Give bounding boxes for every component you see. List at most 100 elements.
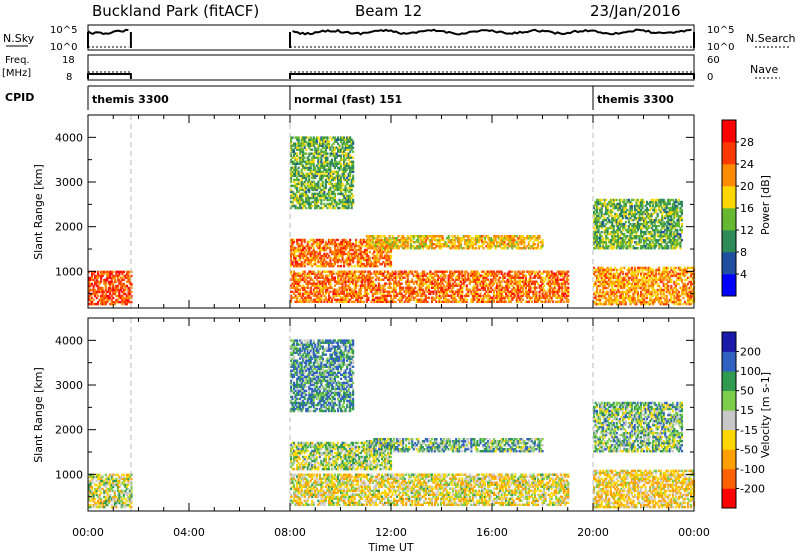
echo-cell: [485, 296, 488, 300]
echo-cell: [122, 290, 125, 294]
echo-cell: [308, 240, 311, 244]
echo-cell: [383, 235, 387, 238]
echo-cell: [532, 282, 535, 285]
echo-cell: [337, 282, 340, 285]
echo-cell: [311, 152, 314, 155]
echo-cell: [427, 239, 431, 242]
echo-cell: [455, 245, 458, 248]
echo-cell: [333, 146, 337, 149]
echo-cell: [406, 300, 409, 304]
echo-cell: [303, 176, 306, 180]
echo-cell: [309, 152, 312, 155]
echo-cell: [332, 192, 335, 196]
echo-cell: [646, 268, 649, 272]
echo-cell: [503, 280, 506, 283]
echo-cell: [506, 247, 509, 250]
echo-cell: [315, 164, 318, 168]
echo-cell: [640, 302, 643, 306]
echo-cell: [505, 294, 508, 298]
echo-cell: [327, 254, 331, 258]
echo-cell: [650, 294, 653, 298]
echo-cell: [320, 296, 323, 300]
echo-cell: [402, 247, 405, 250]
echo-cell: [89, 276, 92, 280]
echo-cell: [608, 282, 611, 286]
echo-cell: [379, 292, 382, 296]
echo-cell: [435, 286, 438, 290]
echo-cell: [621, 276, 624, 280]
echo-cell: [423, 270, 426, 273]
echo-cell: [89, 302, 92, 306]
echo-cell: [109, 296, 112, 300]
echo-cell: [321, 166, 324, 170]
echo-cell: [314, 198, 317, 202]
echo-cell: [488, 296, 491, 300]
echo-cell: [385, 247, 388, 250]
echo-cell: [335, 146, 338, 149]
echo-cell: [500, 284, 503, 287]
echo-cell: [524, 292, 527, 296]
echo-cell: [541, 241, 544, 244]
echo-cell: [470, 300, 473, 304]
echo-cell: [426, 286, 429, 290]
echo-cell: [326, 246, 329, 250]
echo-cell: [294, 162, 297, 166]
echo-cell: [455, 290, 458, 294]
echo-cell: [330, 276, 334, 279]
echo-cell: [327, 190, 331, 194]
echo-cell: [406, 276, 409, 279]
echo-cell: [344, 204, 347, 208]
echo-cell: [355, 276, 358, 279]
echo-cell: [629, 276, 632, 280]
echo-cell: [97, 302, 100, 306]
echo-cell: [347, 140, 350, 143]
echo-cell: [638, 266, 641, 270]
echo-cell: [564, 272, 567, 275]
echo-cell: [302, 198, 305, 202]
echo-cell: [540, 272, 543, 275]
echo-cell: [482, 286, 485, 290]
echo-cell: [405, 292, 408, 296]
echo-cell: [355, 252, 358, 256]
echo-cell: [429, 239, 432, 242]
echo-cell: [300, 238, 303, 242]
echo-cell: [503, 241, 506, 244]
echo-cell: [344, 146, 347, 149]
echo-cell: [333, 160, 337, 164]
echo-cell: [458, 274, 461, 277]
echo-cell: [509, 290, 512, 294]
echo-cell: [326, 288, 329, 292]
echo-cell: [488, 282, 491, 285]
echo-cell: [441, 300, 444, 304]
echo-cell: [122, 278, 125, 282]
echo-cell: [320, 138, 323, 141]
echo-cell: [494, 280, 497, 283]
echo-cell: [358, 276, 361, 279]
echo-cell: [299, 188, 302, 192]
echo-cell: [420, 274, 423, 277]
echo-cell: [521, 278, 524, 281]
echo-cell: [104, 286, 107, 290]
echo-cell: [461, 270, 464, 273]
echo-cell: [311, 204, 314, 208]
echo-cell: [97, 274, 100, 278]
echo-cell: [623, 284, 626, 288]
echo-cell: [437, 245, 440, 248]
echo-cell: [323, 284, 326, 287]
echo-cell: [312, 184, 315, 188]
echo-cell: [388, 254, 391, 258]
echo-cell: [128, 292, 132, 296]
echo-cell: [309, 298, 312, 302]
echo-cell: [318, 238, 321, 242]
echo-cell: [449, 272, 452, 275]
echo-cell: [306, 272, 309, 275]
echo-cell: [349, 276, 352, 279]
echo-cell: [344, 258, 347, 262]
echo-cell: [379, 252, 382, 256]
echo-cell: [324, 252, 327, 256]
echo-cell: [293, 142, 296, 145]
echo-cell: [447, 245, 450, 248]
echo-cell: [503, 298, 506, 302]
echo-cell: [399, 290, 402, 294]
echo-cell: [396, 237, 399, 240]
